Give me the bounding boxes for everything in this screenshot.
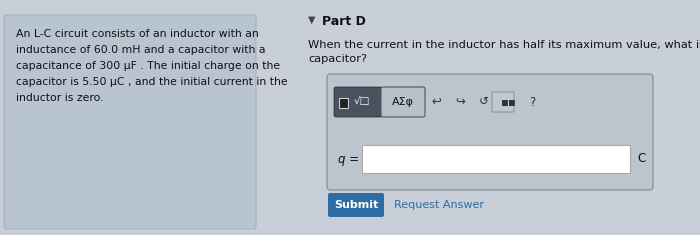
Text: √□: √□: [354, 96, 370, 106]
Text: Submit: Submit: [334, 200, 378, 210]
Text: When the current in the inductor has half its maximum value, what is the charge : When the current in the inductor has hal…: [308, 40, 700, 50]
Text: capacitor is 5.50 μC , and the initial current in the: capacitor is 5.50 μC , and the initial c…: [16, 77, 288, 87]
Text: ?: ?: [529, 95, 536, 109]
Bar: [362, 145, 630, 173]
Text: Request Answer: Request Answer: [394, 200, 484, 210]
Text: AΣφ: AΣφ: [392, 97, 414, 107]
FancyBboxPatch shape: [334, 87, 382, 117]
Bar: [339, 98, 348, 108]
Text: An L-C circuit consists of an inductor with an: An L-C circuit consists of an inductor w…: [16, 29, 259, 39]
Text: capacitor?: capacitor?: [308, 54, 367, 64]
Text: ↩: ↩: [431, 95, 441, 109]
Text: inductance of 60.0 mH and a capacitor with a: inductance of 60.0 mH and a capacitor wi…: [16, 45, 265, 55]
Text: ▼: ▼: [308, 15, 316, 25]
Text: Part D: Part D: [322, 15, 366, 28]
FancyBboxPatch shape: [492, 92, 514, 112]
Text: ↺: ↺: [479, 95, 489, 109]
Text: ↪: ↪: [455, 95, 465, 109]
Text: inductor is zero.: inductor is zero.: [16, 93, 104, 103]
FancyBboxPatch shape: [381, 87, 425, 117]
Text: capacitance of 300 μF . The initial charge on the: capacitance of 300 μF . The initial char…: [16, 61, 280, 71]
Text: C: C: [637, 153, 645, 165]
FancyBboxPatch shape: [327, 74, 653, 190]
FancyBboxPatch shape: [4, 15, 256, 229]
FancyBboxPatch shape: [328, 193, 384, 217]
Text: q =: q =: [338, 153, 359, 165]
Text: ▪▪: ▪▪: [501, 95, 517, 109]
